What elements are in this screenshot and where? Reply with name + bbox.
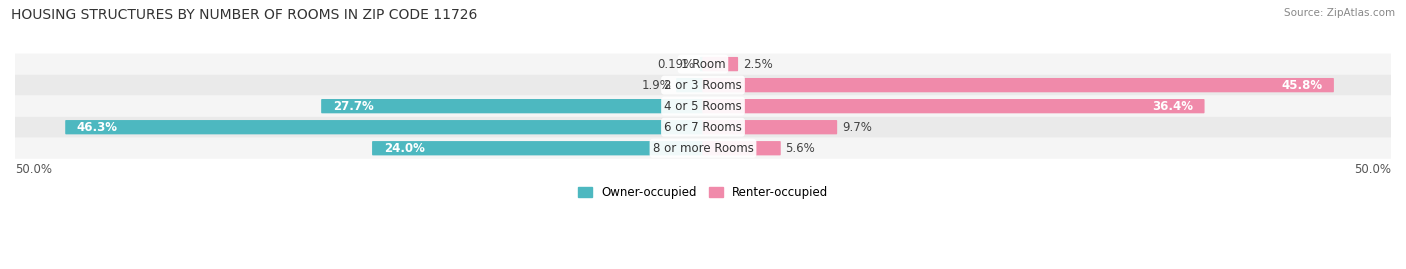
Text: 0.19%: 0.19% (658, 58, 695, 70)
Text: 36.4%: 36.4% (1152, 100, 1192, 113)
FancyBboxPatch shape (15, 138, 1391, 159)
Text: Source: ZipAtlas.com: Source: ZipAtlas.com (1284, 8, 1395, 18)
FancyBboxPatch shape (15, 54, 1391, 75)
Text: 9.7%: 9.7% (842, 121, 872, 134)
Text: HOUSING STRUCTURES BY NUMBER OF ROOMS IN ZIP CODE 11726: HOUSING STRUCTURES BY NUMBER OF ROOMS IN… (11, 8, 478, 22)
Text: 50.0%: 50.0% (1354, 163, 1391, 176)
Text: 24.0%: 24.0% (384, 142, 425, 155)
Text: 2.5%: 2.5% (742, 58, 773, 70)
FancyBboxPatch shape (703, 141, 780, 155)
Text: 6 or 7 Rooms: 6 or 7 Rooms (664, 121, 742, 134)
Text: 2 or 3 Rooms: 2 or 3 Rooms (664, 79, 742, 92)
FancyBboxPatch shape (703, 99, 1205, 113)
FancyBboxPatch shape (703, 57, 738, 71)
Text: 50.0%: 50.0% (15, 163, 52, 176)
Text: 1 Room: 1 Room (681, 58, 725, 70)
Text: 1.9%: 1.9% (641, 79, 671, 92)
FancyBboxPatch shape (700, 57, 703, 71)
Text: 5.6%: 5.6% (786, 142, 815, 155)
Text: 46.3%: 46.3% (77, 121, 118, 134)
FancyBboxPatch shape (703, 120, 837, 134)
Text: 45.8%: 45.8% (1281, 79, 1322, 92)
FancyBboxPatch shape (15, 117, 1391, 138)
Text: 8 or more Rooms: 8 or more Rooms (652, 142, 754, 155)
FancyBboxPatch shape (65, 120, 703, 134)
FancyBboxPatch shape (703, 78, 1334, 92)
FancyBboxPatch shape (373, 141, 703, 155)
Legend: Owner-occupied, Renter-occupied: Owner-occupied, Renter-occupied (572, 182, 834, 204)
FancyBboxPatch shape (15, 75, 1391, 96)
FancyBboxPatch shape (321, 99, 703, 113)
FancyBboxPatch shape (676, 78, 703, 92)
FancyBboxPatch shape (15, 96, 1391, 117)
Text: 4 or 5 Rooms: 4 or 5 Rooms (664, 100, 742, 113)
Text: 27.7%: 27.7% (333, 100, 374, 113)
